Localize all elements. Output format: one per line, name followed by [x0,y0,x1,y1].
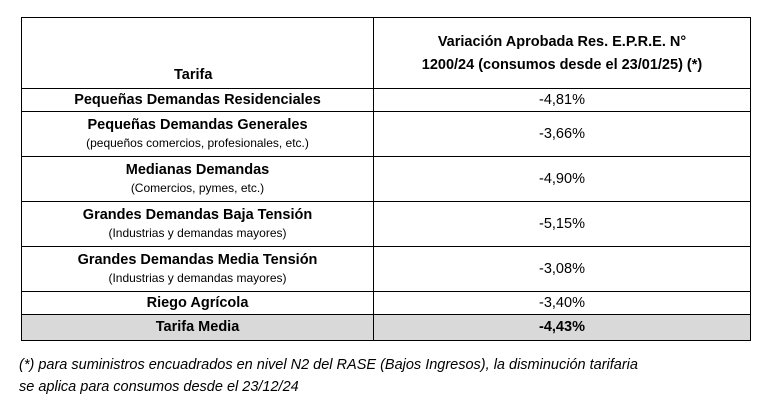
tarifa-column-header: Tarifa [21,17,374,89]
tariff-variation-value: -5,15% [373,201,751,247]
table-header-row: Tarifa Variación Aprobada Res. E.P.R.E. … [21,17,751,89]
footnote-line-1: (*) para suministros encuadrados en nive… [19,357,638,373]
tariff-variation-value: -4,90% [373,156,751,202]
table-row: Pequeñas Demandas Generales (pequeños co… [21,111,751,157]
tariff-name-cell: Grandes Demandas Baja Tensión (Industria… [21,201,374,247]
variation-column-header: Variación Aprobada Res. E.P.R.E. N° 1200… [373,17,751,89]
tariff-name-cell: Grandes Demandas Media Tensión (Industri… [21,246,374,292]
tariff-name: Grandes Demandas Media Tensión [77,252,318,268]
tariff-variation-value: -3,40% [373,291,751,315]
tariff-name: Grandes Demandas Baja Tensión [82,207,313,223]
table-row: Pequeñas Demandas Residenciales -4,81% [21,88,751,112]
tariff-variation-value: -3,08% [373,246,751,292]
total-tariff-name: Tarifa Media [21,314,374,341]
total-tariff-value: -4,43% [373,314,751,341]
tariff-variation-value: -3,66% [373,111,751,157]
tariff-name: Pequeñas Demandas Generales [87,117,308,133]
tariff-description: (pequeños comercios, profesionales, etc.… [86,136,309,150]
tariff-variation-value: -4,81% [373,88,751,112]
table-row: Grandes Demandas Baja Tensión (Industria… [21,201,751,247]
table-row: Grandes Demandas Media Tensión (Industri… [21,246,751,292]
tariff-name-cell: Pequeñas Demandas Generales (pequeños co… [21,111,374,157]
tariff-name-cell: Medianas Demandas (Comercios, pymes, etc… [21,156,374,202]
tariff-name-cell: Pequeñas Demandas Residenciales [21,88,374,112]
tariff-name: Riego Agrícola [146,294,249,311]
tariff-name: Pequeñas Demandas Residenciales [74,91,321,108]
table-row: Riego Agrícola -3,40% [21,291,751,315]
table-total-row: Tarifa Media -4,43% [21,314,751,341]
footnote-line-2: se aplica para consumos desde el 23/12/2… [19,379,299,395]
tariff-description: (Industrias y demandas mayores) [108,271,287,285]
variation-header-line-1: Variación Aprobada Res. E.P.R.E. N° [437,34,687,50]
tariff-variation-table: Tarifa Variación Aprobada Res. E.P.R.E. … [21,17,751,341]
table-row: Medianas Demandas (Comercios, pymes, etc… [21,156,751,202]
tariff-description: (Comercios, pymes, etc.) [130,181,265,195]
tariff-name-cell: Riego Agrícola [21,291,374,315]
variation-header-line-2: 1200/24 (consumos desde el 23/01/25) (*) [421,57,703,73]
tariff-description: (Industrias y demandas mayores) [108,226,287,240]
footnote: (*) para suministros encuadrados en nive… [19,354,754,398]
tariff-name: Medianas Demandas [125,162,270,178]
